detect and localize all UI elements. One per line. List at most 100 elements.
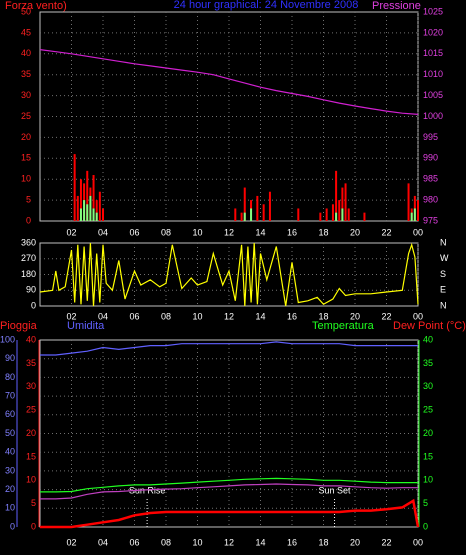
y-tick-label: 100 [0,334,15,344]
y2-tick-label: 1020 [423,27,443,37]
y3-tick-label: 20 [26,428,36,438]
wind-bar [86,204,89,221]
y2-tick-label: S [440,269,446,279]
y-tick-label: 35 [21,69,31,79]
wind-bar [344,183,347,221]
y-tick-label: 0 [26,215,31,225]
y-tick-label: 180 [21,269,36,279]
y-tick-label: 40 [21,48,31,58]
y-tick-label: 80 [5,372,15,382]
wind-bar [256,195,259,221]
wind-bar [250,208,253,221]
y3-tick-label: 0 [31,521,36,531]
wind-bar [92,175,95,221]
y-tick-label: 20 [21,132,31,142]
x-tick-label: 10 [192,537,202,547]
y2-tick-label: N [440,300,447,310]
wind-bar [413,208,416,221]
y2-tick-label: 5 [423,498,428,508]
y2-tick-label: 20 [423,428,433,438]
wind-bar [83,200,86,221]
x-tick-label: 20 [350,537,360,547]
series-label: Temperatura [312,320,375,332]
y2-tick-label: 0 [423,521,428,531]
wind-bar [331,204,334,221]
x-tick-label: 10 [192,227,202,237]
wind-bar [325,208,328,221]
series-line [39,242,419,307]
x-tick-label: 04 [98,227,108,237]
x-tick-label: 08 [161,537,171,547]
wind-axis-label: Forza vento) [5,0,67,12]
wind-bar [240,212,243,221]
y2-tick-label: 985 [423,174,438,184]
y-tick-label: 45 [21,27,31,37]
wind-bar [79,179,82,221]
wind-bar [341,187,344,221]
y-tick-label: 50 [5,428,15,438]
wind-bar [92,208,95,221]
x-tick-label: 16 [287,227,297,237]
pressure-axis-label: Pressione [372,0,421,12]
wind-bar [363,212,366,221]
wind-bar [341,208,344,221]
x-tick-label: 22 [381,311,391,321]
x-tick-label: 20 [350,227,360,237]
wind-bar [338,200,341,221]
y2-tick-label: 995 [423,132,438,142]
wind-bar [347,208,350,221]
y-tick-label: 50 [21,6,31,16]
wind-bar [407,183,410,221]
x-tick-label: 12 [224,537,234,547]
y-tick-label: 270 [21,253,36,263]
x-tick-label: 12 [224,227,234,237]
x-tick-label: 22 [381,227,391,237]
x-tick-label: 02 [66,227,76,237]
x-tick-label: 22 [381,537,391,547]
wind-bar [89,195,92,221]
y-tick-label: 10 [21,174,31,184]
y2-tick-label: N [440,237,447,247]
x-tick-label: 02 [66,311,76,321]
y-tick-label: 60 [5,409,15,419]
chart-title: 24 hour graphical: 24 Novembre 2008 [174,0,359,11]
y-tick-label: 30 [5,465,15,475]
wind-bar [262,204,265,221]
x-tick-label: 18 [318,311,328,321]
wind-bar [86,170,89,221]
y2-tick-label: 30 [423,381,433,391]
series-label: Pioggia [0,320,38,332]
x-tick-label: 10 [192,311,202,321]
x-tick-label: 18 [318,537,328,547]
y2-tick-label: 10 [423,475,433,485]
y3-tick-label: 30 [26,381,36,391]
wind-bar [335,170,338,221]
x-tick-label: 08 [161,227,171,237]
series-line [40,341,418,356]
y3-tick-label: 15 [26,451,36,461]
x-tick-label: 04 [98,311,108,321]
series-label: Dew Point (°C) [393,320,466,332]
y-tick-label: 0 [10,521,15,531]
y-tick-label: 90 [26,285,36,295]
x-tick-label: 06 [129,537,139,547]
x-tick-label: 16 [287,537,297,547]
y-tick-label: 15 [21,153,31,163]
annotation: Sun Set [319,485,352,495]
wind-bar [413,195,416,221]
y2-tick-label: 1005 [423,90,443,100]
y-tick-label: 25 [21,111,31,121]
series-line [40,477,418,493]
y-tick-label: 360 [21,237,36,247]
wind-bar [102,208,104,221]
series-line [40,498,420,529]
y3-tick-label: 5 [31,498,36,508]
wind-bar [73,154,76,221]
wind-bar [319,212,322,221]
wind-bar [234,208,237,221]
y-tick-label: 90 [5,353,15,363]
y-tick-label: 20 [5,484,15,494]
wind-bar [95,212,98,221]
y-tick-label: 30 [21,90,31,100]
